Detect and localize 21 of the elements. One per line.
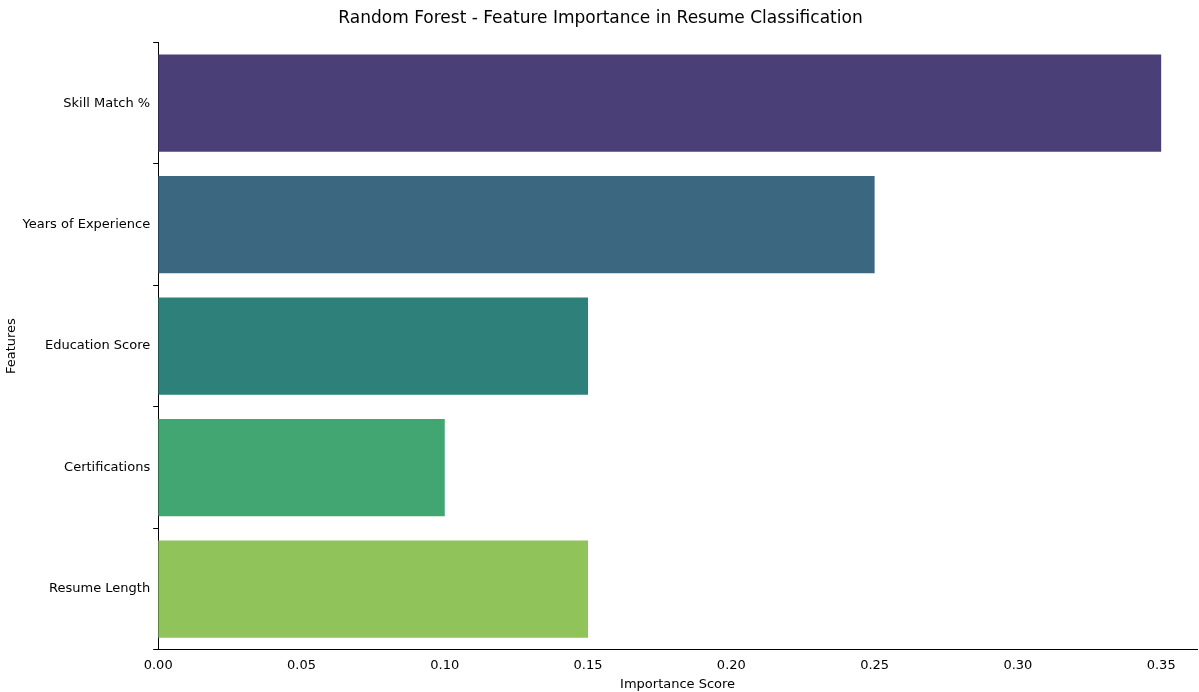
y-tick-label: Certifications [64,458,151,474]
x-tick-label: 0.35 [1146,656,1176,672]
x-tick-label: 0.30 [1003,656,1033,672]
bar [158,176,875,274]
bar [158,418,445,517]
x-tick-label: 0.05 [287,656,316,672]
x-tick-label: 0.15 [573,656,603,672]
y-tick-label: Years of Experience [21,215,151,231]
y-tick-label: Resume Length [49,580,151,596]
x-axis-title: Importance Score [620,675,736,691]
y-axis-title: Features [3,317,19,375]
x-tick-label: 0.10 [430,656,460,672]
chart-title: Random Forest - Feature Importance in Resume Classification [338,6,863,27]
x-tick-label: 0.25 [860,656,890,672]
y-tick-label: Education Score [44,337,151,353]
bar [158,297,589,395]
x-tick-label: 0.20 [716,656,746,672]
bar [158,54,1162,152]
x-tick-label: 0.00 [143,656,173,672]
y-tick-label: Skill Match % [63,94,151,110]
bar [158,540,589,638]
